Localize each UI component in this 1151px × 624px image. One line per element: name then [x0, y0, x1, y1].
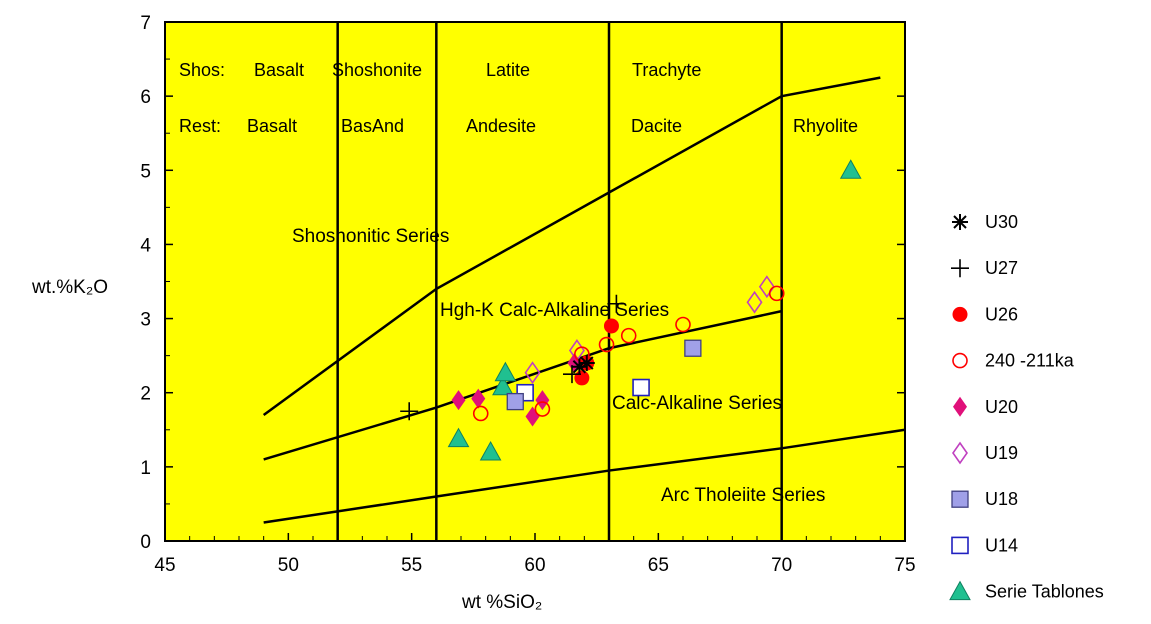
- point-240-211ka: [534, 401, 551, 417]
- y-tick-label: 5: [140, 161, 151, 182]
- legend-label-serie-tablones: Serie Tablones: [985, 582, 1104, 602]
- field-label-rest-prefix: Rest:: [179, 116, 221, 136]
- field-label-shos-basalt: Basalt: [254, 60, 304, 80]
- field-label-shoshonite: Shoshonite: [332, 60, 422, 80]
- y-axis-ticks: 0 1 2 3 4 5 6 7: [140, 13, 905, 553]
- legend-marker-u14: [951, 536, 969, 555]
- point-u19: [524, 361, 541, 385]
- legend-label-u20: U20: [985, 397, 1018, 417]
- point-u19: [746, 290, 763, 314]
- x-axis-ticks: 45 50 55 60 65 70 75: [154, 533, 916, 576]
- field-label-latite: Latite: [486, 60, 530, 80]
- legend-label-u19: U19: [985, 443, 1018, 463]
- legend-marker-u30: [952, 214, 968, 230]
- field-label-andesite: Andesite: [466, 116, 536, 136]
- field-label-rest-basalt: Basalt: [247, 116, 297, 136]
- y-tick-label: 7: [140, 13, 151, 34]
- vertical-division-lines: [336, 22, 783, 541]
- legend-label-u30: U30: [985, 212, 1018, 232]
- legend-label-u26: U26: [985, 304, 1018, 324]
- legend-label-u14: U14: [985, 535, 1018, 555]
- point-u20: [451, 390, 466, 411]
- point-u27: [400, 402, 419, 421]
- y-tick-label: 4: [140, 235, 151, 256]
- field-label-basand: BasAnd: [341, 116, 404, 136]
- field-label-rhyolite: Rhyolite: [793, 116, 858, 136]
- x-tick-label: 60: [524, 555, 545, 576]
- point-240-211ka: [620, 327, 637, 344]
- legend-marker-u19: [952, 441, 968, 465]
- series-label-high-k: Hgh-K Calc-Alkaline Series: [440, 300, 669, 321]
- legend-marker-u27: [951, 259, 969, 278]
- point-u18: [684, 339, 702, 357]
- series-label-shoshonitic: Shoshonitic Series: [292, 226, 449, 247]
- y-tick-label: 1: [140, 458, 151, 479]
- legend: U30 U27 U26 240 -211ka U20 U19 U18 U14 Serie Tab…: [949, 212, 1104, 602]
- data-points: [400, 159, 862, 461]
- point-u26: [574, 370, 590, 386]
- legend-label-u27: U27: [985, 258, 1018, 278]
- x-tick-label: 45: [154, 555, 175, 576]
- point-serie-tablones: [447, 427, 470, 448]
- field-label-dacite: Dacite: [631, 116, 682, 136]
- point-serie-tablones: [839, 159, 862, 179]
- x-tick-label: 65: [648, 555, 669, 576]
- point-u14: [632, 378, 650, 397]
- point-u20: [535, 390, 550, 411]
- point-240-211ka: [675, 316, 691, 333]
- legend-label-u18: U18: [985, 489, 1018, 509]
- y-tick-label: 2: [140, 384, 151, 405]
- point-240-211ka: [598, 336, 615, 353]
- point-serie-tablones: [479, 440, 502, 461]
- point-u18: [506, 392, 524, 411]
- point-u30: [571, 358, 588, 375]
- point-u27: [607, 294, 626, 313]
- y-tick-label: 0: [140, 532, 151, 553]
- series-label-arc-tholeiite: Arc Tholeiite Series: [661, 485, 825, 506]
- point-240-211ka: [472, 405, 489, 422]
- x-tick-label: 55: [401, 555, 422, 576]
- point-u19: [758, 275, 775, 299]
- boundary-line-middle: [263, 309, 782, 461]
- point-240-211ka: [768, 285, 785, 302]
- point-u20: [471, 388, 486, 409]
- y-tick-label: 6: [140, 87, 151, 108]
- y-tick-label: 3: [140, 310, 151, 331]
- legend-marker-240-211ka: [952, 352, 968, 369]
- point-u27: [563, 365, 581, 384]
- legend-marker-serie-tablones: [949, 580, 971, 601]
- point-serie-tablones: [492, 375, 514, 396]
- x-tick-label: 75: [894, 555, 915, 576]
- legend-marker-u20: [953, 396, 967, 417]
- field-label-trachyte: Trachyte: [632, 60, 701, 80]
- point-serie-tablones: [494, 361, 517, 382]
- plot-background: [165, 22, 905, 541]
- legend-label-240-211ka: 240 -211ka: [985, 351, 1075, 371]
- x-tick-label: 50: [278, 555, 299, 576]
- series-label-calc-alkaline: Calc-Alkaline Series: [612, 393, 782, 414]
- legend-marker-u26: [952, 306, 968, 322]
- point-u30: [578, 355, 595, 372]
- field-label-shos-prefix: Shos:: [179, 60, 225, 80]
- x-tick-label: 70: [771, 555, 792, 576]
- x-axis-title: wt %SiO₂: [461, 592, 542, 613]
- point-u26: [603, 318, 619, 334]
- y-axis-title: wt.%K₂O: [31, 277, 108, 298]
- legend-marker-u18: [951, 490, 969, 508]
